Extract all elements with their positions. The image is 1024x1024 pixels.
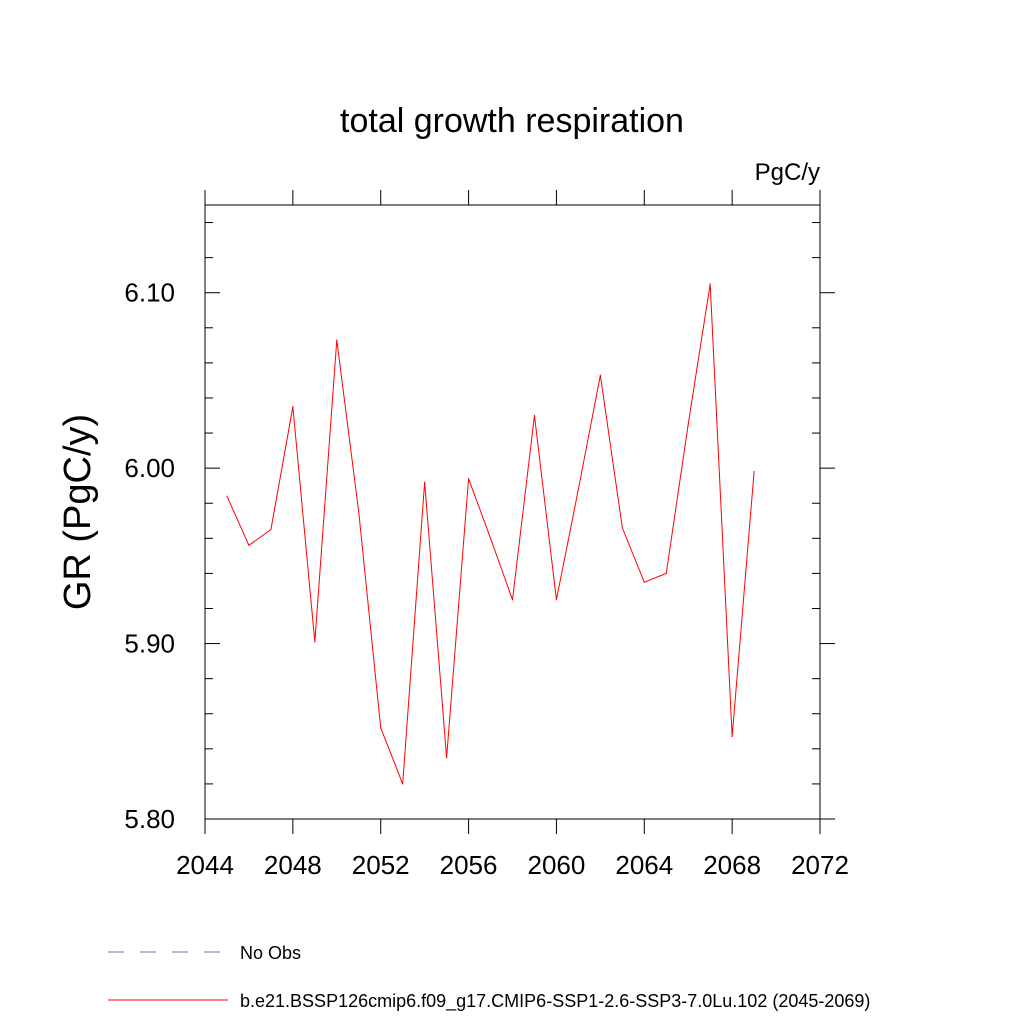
x-tick-label: 2064 bbox=[615, 850, 673, 880]
data-point bbox=[665, 572, 667, 575]
data-point bbox=[358, 511, 360, 513]
data-point bbox=[226, 495, 228, 497]
y-tick-label: 5.90 bbox=[124, 629, 175, 659]
y-axis-label: GR (PgC/y) bbox=[57, 414, 99, 610]
data-point bbox=[336, 339, 338, 341]
data-point bbox=[709, 283, 711, 285]
series bbox=[226, 283, 755, 785]
y-tick-label: 5.80 bbox=[124, 804, 175, 834]
data-point bbox=[555, 599, 558, 601]
data-point bbox=[577, 488, 579, 490]
x-tick-label: 2052 bbox=[352, 850, 410, 880]
data-point bbox=[621, 527, 623, 529]
data-point bbox=[248, 544, 250, 546]
data-point bbox=[599, 374, 601, 376]
legend-label: No Obs bbox=[240, 943, 301, 963]
y-tick-label: 6.10 bbox=[124, 278, 175, 308]
legend-label: b.e21.BSSP126cmip6.f09_g17.CMIP6-SSP1-2.… bbox=[240, 991, 870, 1012]
data-point bbox=[314, 641, 316, 643]
units-label: PgC/y bbox=[755, 159, 820, 186]
data-point bbox=[731, 735, 733, 738]
x-tick-label: 2072 bbox=[791, 850, 849, 880]
data-point bbox=[424, 481, 426, 483]
data-point bbox=[402, 783, 404, 785]
data-point bbox=[467, 478, 470, 480]
chart-title: total growth respiration bbox=[340, 102, 684, 140]
x-tick-label: 2044 bbox=[176, 850, 234, 880]
plot-frame bbox=[204, 204, 821, 820]
legend: No Obs b.e21.BSSP126cmip6.f09_g17.CMIP6-S… bbox=[108, 943, 870, 1012]
x-tick-label: 2068 bbox=[703, 850, 761, 880]
data-point bbox=[380, 727, 382, 729]
data-point bbox=[511, 599, 514, 601]
x-tick-label: 2056 bbox=[440, 850, 498, 880]
x-tick-label: 2048 bbox=[264, 850, 322, 880]
data-point bbox=[489, 537, 492, 539]
series-line bbox=[226, 283, 755, 785]
x-tick-label: 2060 bbox=[528, 850, 586, 880]
data-point bbox=[292, 406, 294, 408]
axes: 2044 2048 2052 2056 2060 2064 2068 2072 5.80 5.90… bbox=[124, 190, 849, 880]
data-point bbox=[687, 423, 689, 425]
y-tick-label: 6.00 bbox=[124, 453, 175, 483]
data-point bbox=[533, 414, 536, 417]
data-point bbox=[270, 528, 272, 531]
data-point bbox=[643, 581, 645, 583]
data-point bbox=[753, 471, 755, 473]
data-point bbox=[446, 757, 448, 759]
